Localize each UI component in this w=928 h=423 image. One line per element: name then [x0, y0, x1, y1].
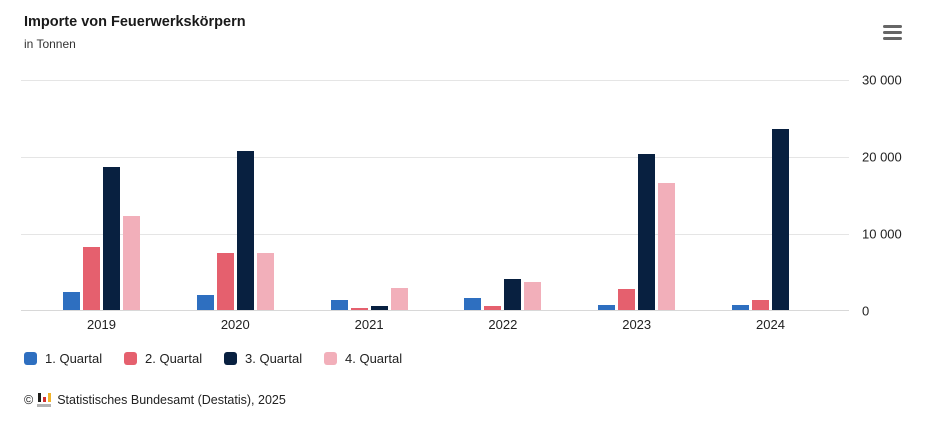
- bar[interactable]: [103, 166, 120, 310]
- legend-item: 3. Quartal: [224, 351, 324, 366]
- menu-button[interactable]: [883, 24, 903, 41]
- legend-swatch-icon: [224, 352, 237, 365]
- bar[interactable]: [390, 287, 408, 310]
- legend-item: 4. Quartal: [324, 351, 424, 366]
- chart-header: Importe von Feuerwerkskörpern in Tonnen: [24, 14, 904, 51]
- plot-area: [21, 80, 849, 311]
- bar[interactable]: [638, 153, 656, 310]
- logo-baseline: [37, 404, 52, 407]
- bar[interactable]: [63, 291, 80, 310]
- gridline: [21, 234, 849, 235]
- bar[interactable]: [504, 279, 522, 310]
- bar[interactable]: [658, 182, 676, 310]
- logo-bar-black: [37, 393, 41, 402]
- x-axis-tick-label: 2022: [488, 317, 518, 332]
- hamburger-menu-icon: [883, 36, 902, 40]
- y-axis-tick-label: 30 000: [862, 72, 902, 88]
- bar[interactable]: [196, 294, 214, 310]
- bar-group-2019: [63, 80, 140, 310]
- copyright-symbol: ©: [24, 392, 34, 407]
- bar-group-2021: [330, 80, 408, 310]
- chart-area: 0 10 000 20 000 30 000: [0, 73, 928, 319]
- legend-item: 1. Quartal: [24, 351, 124, 366]
- legend-swatch-icon: [24, 352, 37, 365]
- legend-label: 1. Quartal: [45, 351, 103, 366]
- y-axis-tick-label: 0: [862, 303, 870, 319]
- bar[interactable]: [618, 289, 636, 310]
- legend: 1. Quartal 2. Quartal 3. Quartal 4. Quartal: [24, 351, 424, 366]
- bar[interactable]: [484, 306, 502, 310]
- bar[interactable]: [83, 246, 100, 310]
- destatis-bar-chart-logo-icon: [37, 392, 52, 407]
- bar[interactable]: [524, 281, 542, 310]
- logo-bar-red: [42, 396, 46, 402]
- footer-source-text: Statistisches Bundesamt (Destatis), 2025: [57, 392, 286, 407]
- legend-swatch-icon: [324, 352, 337, 365]
- y-axis-tick-label: 20 000: [862, 149, 902, 165]
- legend-swatch-icon: [124, 352, 137, 365]
- bar[interactable]: [236, 150, 254, 310]
- x-axis-tick-label: 2019: [87, 317, 116, 332]
- bar-group-2024: [731, 80, 809, 310]
- bar[interactable]: [751, 300, 769, 310]
- legend-label: 4. Quartal: [345, 351, 403, 366]
- x-axis-tick-label: 2023: [622, 317, 652, 332]
- bar[interactable]: [330, 300, 348, 310]
- bar[interactable]: [771, 129, 789, 310]
- x-axis-tick-label: 2020: [220, 317, 250, 332]
- hamburger-menu-icon: [883, 30, 902, 35]
- bar[interactable]: [123, 216, 140, 310]
- hamburger-menu-icon: [883, 25, 902, 29]
- bar-group-2022: [464, 80, 542, 310]
- bar[interactable]: [256, 253, 274, 310]
- gridline: [21, 80, 849, 81]
- y-axis: 0 10 000 20 000 30 000: [862, 73, 928, 319]
- x-axis-tick-label: 2024: [756, 317, 785, 332]
- bar-group-2020: [196, 80, 274, 310]
- bar[interactable]: [350, 308, 368, 310]
- bar[interactable]: [216, 253, 234, 310]
- logo-bar-gold: [47, 393, 51, 402]
- legend-label: 2. Quartal: [145, 351, 203, 366]
- y-axis-tick-label: 10 000: [862, 226, 902, 242]
- legend-item: 2. Quartal: [124, 351, 224, 366]
- footer: © Statistisches Bundesamt (Destatis), 20…: [24, 392, 286, 407]
- bar[interactable]: [731, 305, 749, 310]
- bars-layer: [21, 80, 849, 310]
- x-axis: 2019 2020 2021 2022 2023 2024: [21, 317, 849, 332]
- chart-title: Importe von Feuerwerkskörpern: [24, 14, 246, 30]
- bar-group-2023: [598, 80, 676, 310]
- x-axis-tick-label: 2021: [354, 317, 384, 332]
- gridline: [21, 157, 849, 158]
- bar[interactable]: [464, 298, 482, 310]
- chart-subtitle: in Tonnen: [24, 37, 76, 51]
- bar[interactable]: [598, 304, 616, 310]
- bar[interactable]: [370, 306, 388, 310]
- legend-label: 3. Quartal: [245, 351, 303, 366]
